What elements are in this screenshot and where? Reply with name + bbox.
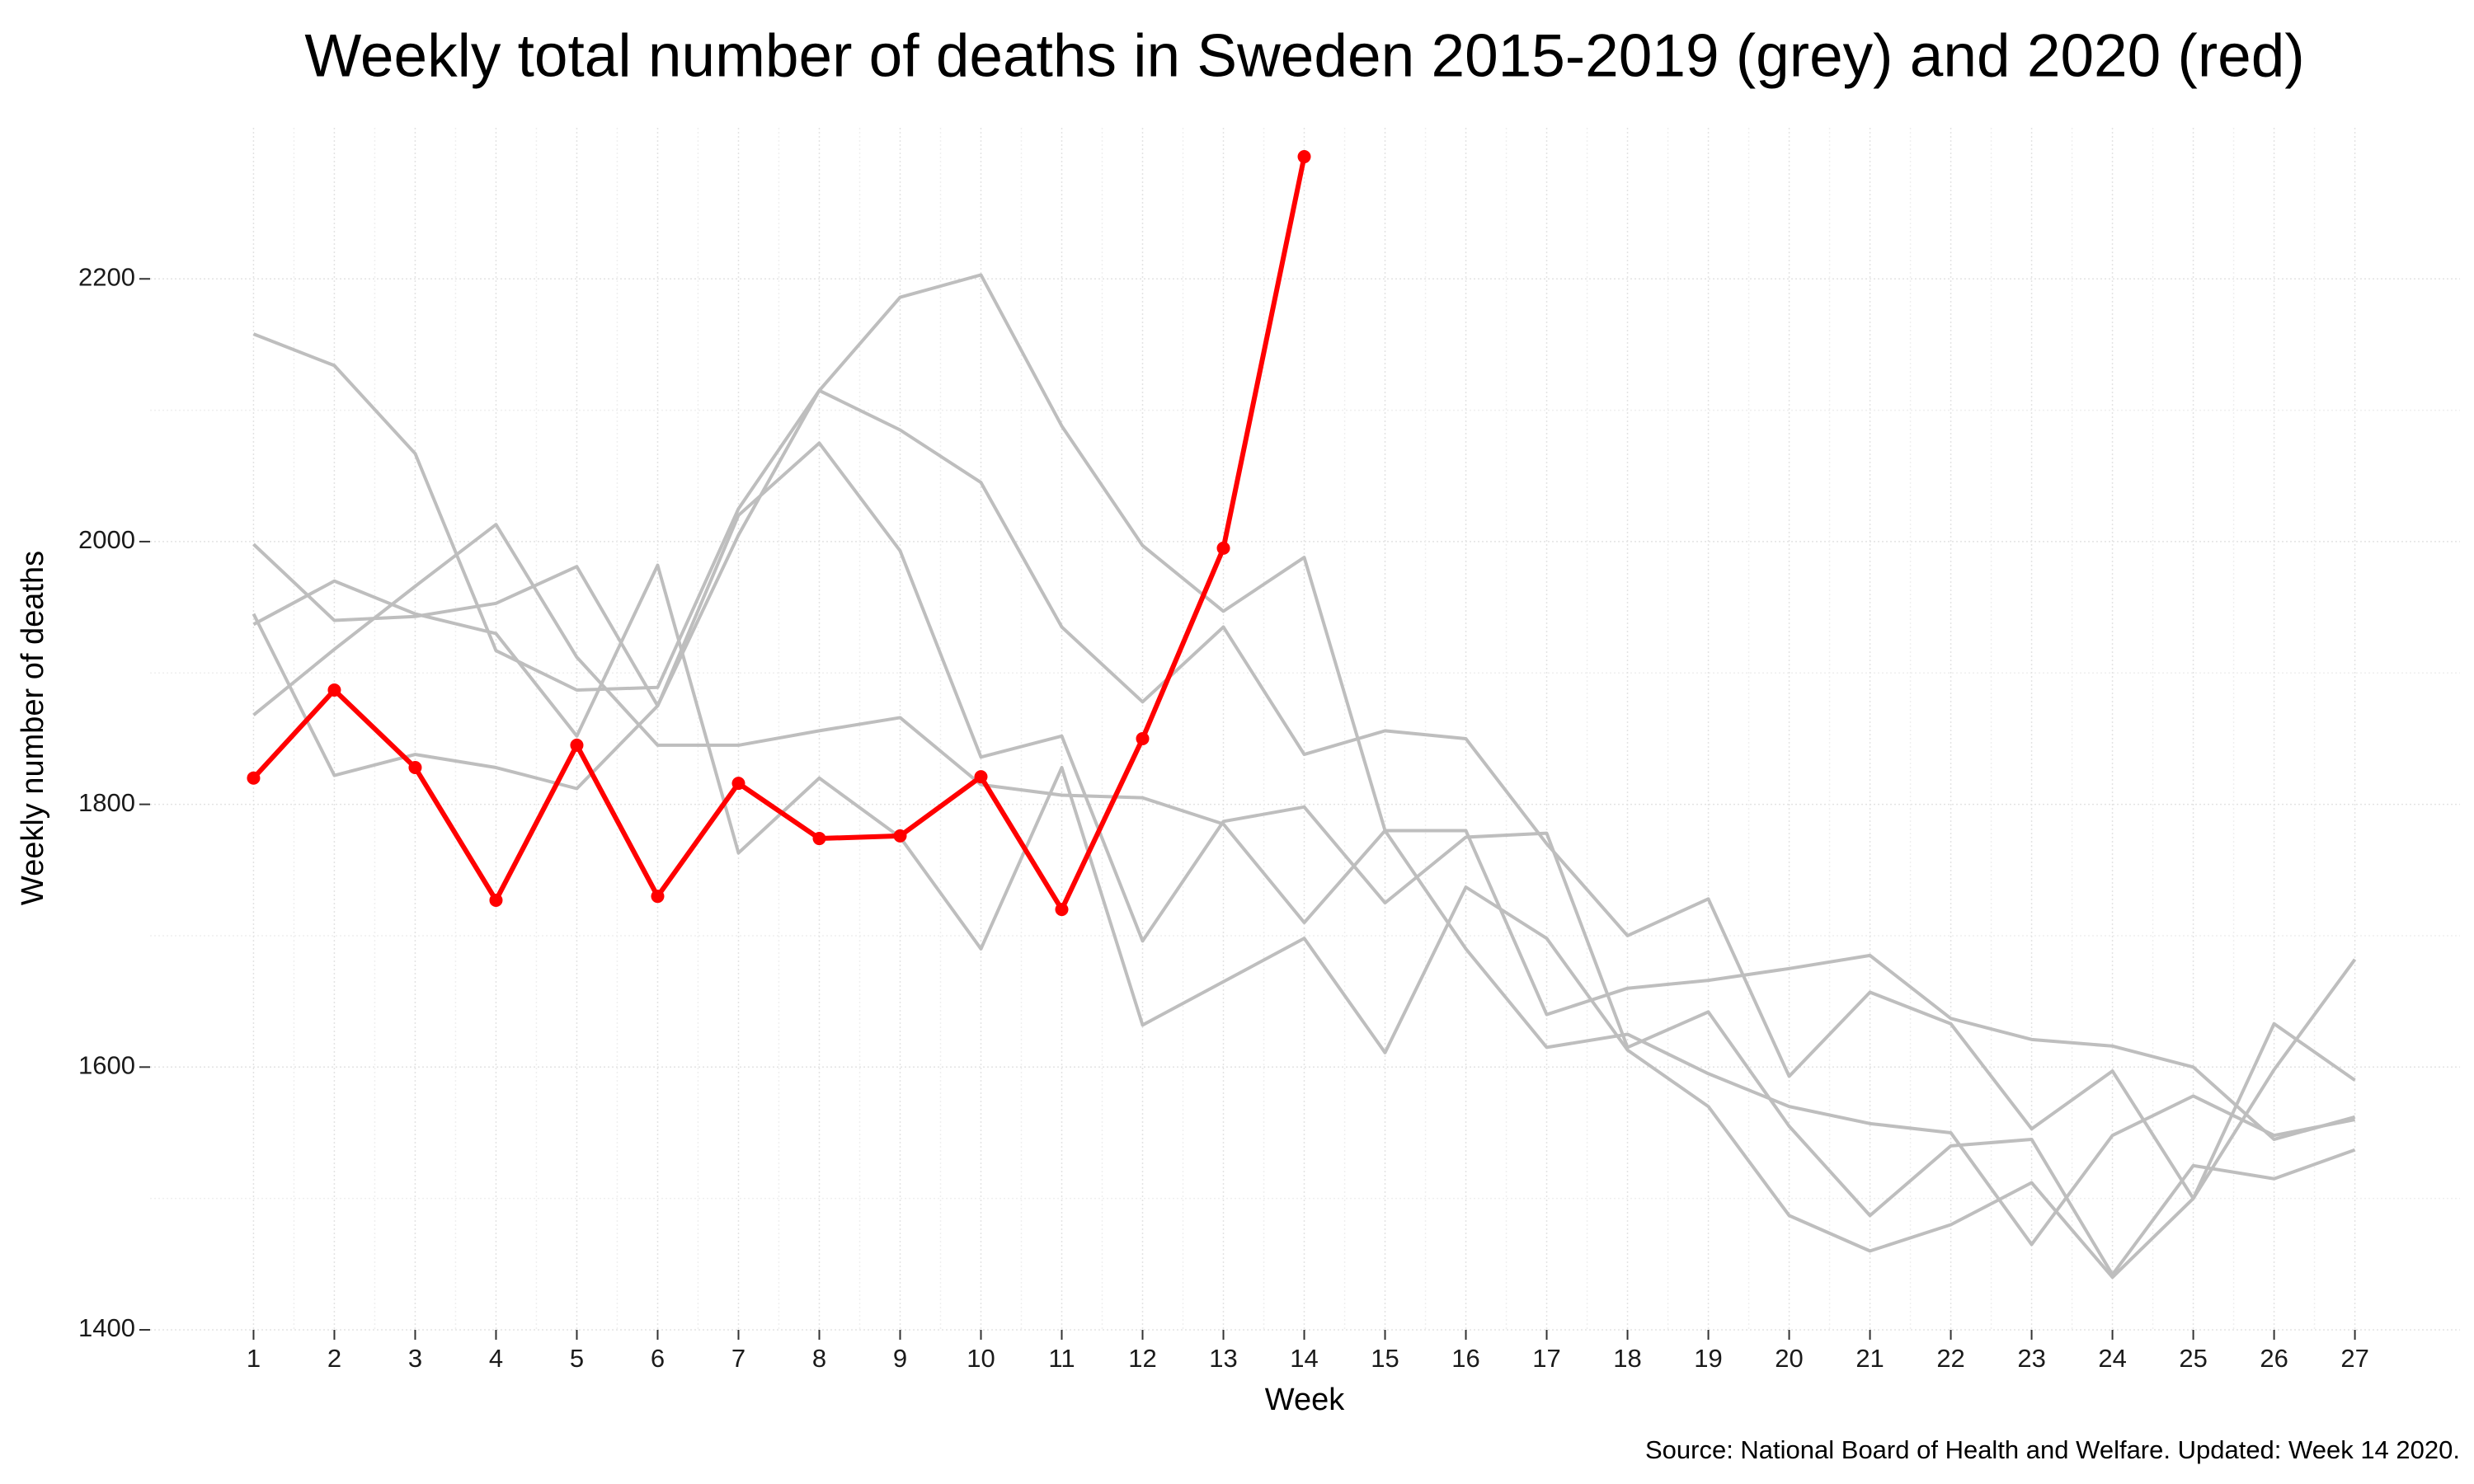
x-tick-label: 25 xyxy=(2179,1344,2207,1373)
y-tick-label: 1800 xyxy=(78,788,135,817)
point xyxy=(408,761,422,775)
point xyxy=(812,832,826,846)
point xyxy=(1136,731,1150,745)
x-tick-label: 23 xyxy=(2017,1344,2045,1373)
plot xyxy=(247,150,2357,1280)
x-tick-label: 2 xyxy=(327,1344,341,1373)
x-tick-label: 14 xyxy=(1290,1344,1318,1373)
x-tick-label: 11 xyxy=(1048,1344,1075,1373)
x-tick-label: 17 xyxy=(1532,1344,1560,1373)
x-tick-label: 10 xyxy=(967,1344,995,1373)
point xyxy=(570,738,584,752)
chart-title: Weekly total number of deaths in Sweden … xyxy=(304,22,2304,89)
x-tick-label: 15 xyxy=(1371,1344,1399,1373)
point xyxy=(893,829,907,843)
x-tick-label: 12 xyxy=(1128,1344,1156,1373)
series-line xyxy=(252,332,2356,1200)
y-axis-title: Weekly number of deaths xyxy=(16,551,50,905)
caption: Source: National Board of Health and Wel… xyxy=(1645,1435,2460,1464)
y-tick-label: 1400 xyxy=(78,1313,135,1342)
x-tick-label: 20 xyxy=(1775,1344,1803,1373)
x-tick-label: 18 xyxy=(1613,1344,1641,1373)
point xyxy=(1216,541,1230,555)
y-tick-label: 1600 xyxy=(78,1050,135,1079)
x-tick-label: 24 xyxy=(2098,1344,2126,1373)
x-tick-label: 27 xyxy=(2340,1344,2368,1373)
point xyxy=(489,893,503,907)
x-tick-label: 22 xyxy=(1936,1344,1964,1373)
point xyxy=(1297,150,1311,164)
point xyxy=(974,770,988,784)
x-tick-label: 13 xyxy=(1209,1344,1237,1373)
x-tick-label: 8 xyxy=(812,1344,826,1373)
x-tick-label: 6 xyxy=(651,1344,665,1373)
series-line xyxy=(252,273,2356,1141)
series-line xyxy=(252,441,2356,1277)
series-line xyxy=(252,563,2357,1280)
point xyxy=(327,683,341,697)
x-tick-label: 19 xyxy=(1694,1344,1722,1373)
series-line xyxy=(252,523,2355,1247)
x-tick-label: 1 xyxy=(247,1344,261,1373)
x-tick-label: 5 xyxy=(570,1344,584,1373)
y-tick-label: 2200 xyxy=(78,262,135,291)
point xyxy=(247,771,261,785)
x-tick-label: 3 xyxy=(408,1344,422,1373)
y-tick-label: 2000 xyxy=(78,525,135,554)
point xyxy=(651,890,665,904)
series-line xyxy=(252,156,1307,913)
x-tick-label: 26 xyxy=(2260,1344,2288,1373)
x-tick-label: 7 xyxy=(731,1344,745,1373)
x-tick-label: 9 xyxy=(893,1344,907,1373)
x-tick-label: 16 xyxy=(1451,1344,1479,1373)
x-tick-label: 21 xyxy=(1856,1344,1884,1373)
point xyxy=(1055,903,1069,917)
x-axis-title: Week xyxy=(1265,1383,1345,1417)
point xyxy=(731,777,745,791)
x-tick-label: 4 xyxy=(489,1344,503,1373)
